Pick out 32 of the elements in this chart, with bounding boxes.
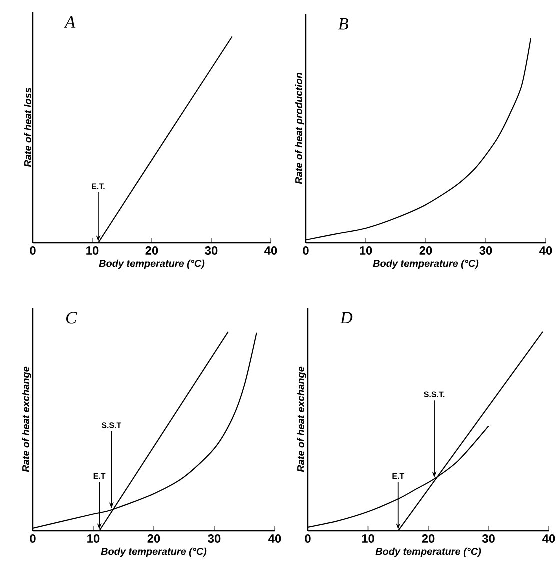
x-tick-label: 10 <box>362 534 374 543</box>
x-tick-label: 30 <box>482 534 495 544</box>
x-tick-label: 40 <box>542 534 556 543</box>
x-tick-label: 40 <box>268 534 282 543</box>
x-tick-label: 0 <box>305 534 311 543</box>
y-axis-title: Rate of heat loss <box>24 88 32 168</box>
chart-title: D <box>340 312 353 324</box>
x-tick-label: 20 <box>420 246 432 255</box>
x-tick-label: 0 <box>303 246 309 255</box>
x-tick-label: 10 <box>86 246 99 255</box>
chart-title: C <box>66 312 78 324</box>
x-axis-title: Body temperature (°C) <box>376 548 482 558</box>
x-tick-label: 30 <box>208 534 221 544</box>
x-tick-label: 30 <box>480 246 492 256</box>
x-tick-label: 0 <box>30 534 36 543</box>
x-tick-label: 10 <box>88 534 100 543</box>
x-axis-title: Body temperature (°C) <box>101 548 207 558</box>
chart-title: A <box>64 16 76 28</box>
x-tick-label: 0 <box>30 246 36 255</box>
x-tick-label: 40 <box>540 246 552 255</box>
x-axis-title: Body temperature (°C) <box>99 260 205 270</box>
x-tick-label: 30 <box>205 246 218 256</box>
chart-title: B <box>338 18 348 30</box>
x-tick-label: 20 <box>146 246 158 255</box>
x-tick-label: 20 <box>148 534 160 543</box>
x-tick-label: 20 <box>422 534 435 543</box>
x-tick-label: 40 <box>264 246 278 255</box>
y-axis-title: Rate of heat exchange <box>297 366 306 472</box>
y-axis-title: Rate of heat production <box>295 73 304 184</box>
y-axis-title: Rate of heat exchange <box>22 366 32 472</box>
x-axis-title: Body temperature (°C) <box>373 260 479 270</box>
x-tick-label: 10 <box>360 246 372 255</box>
